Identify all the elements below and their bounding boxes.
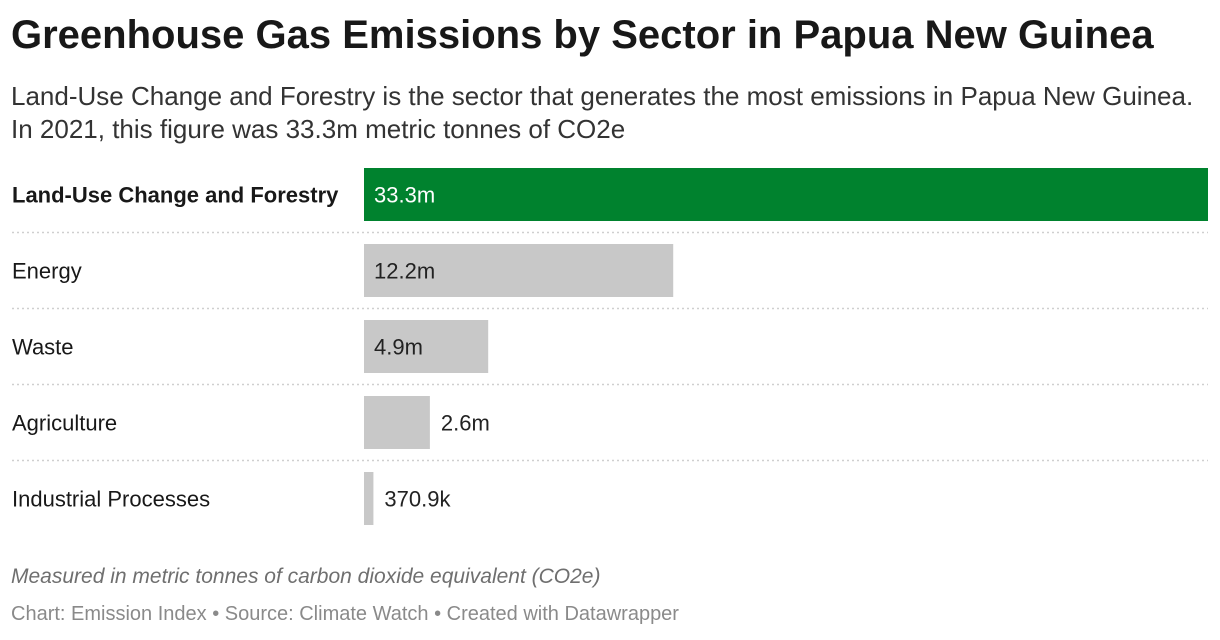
bar	[364, 168, 1208, 221]
value-label: 33.3m	[374, 183, 435, 208]
bar	[364, 244, 674, 297]
category-label: Industrial Processes	[12, 487, 210, 512]
chart-footer: Chart: Emission Index • Source: Climate …	[11, 603, 679, 625]
bar	[364, 472, 374, 525]
category-label: Waste	[12, 335, 74, 360]
chart-notes: Measured in metric tonnes of carbon diox…	[11, 565, 601, 588]
category-label: Agriculture	[12, 411, 117, 436]
bar	[364, 320, 489, 373]
value-label: 4.9m	[374, 335, 423, 360]
bar	[364, 396, 430, 449]
chart-subtitle: Land-Use Change and Forestry is the sect…	[11, 81, 1194, 144]
category-label: Land-Use Change and Forestry	[12, 183, 339, 208]
category-label: Energy	[12, 259, 82, 284]
value-label: 12.2m	[374, 259, 435, 284]
value-label: 370.9k	[384, 487, 451, 512]
value-label: 2.6m	[441, 411, 490, 436]
chart-title: Greenhouse Gas Emissions by Sector in Pa…	[11, 13, 1154, 57]
